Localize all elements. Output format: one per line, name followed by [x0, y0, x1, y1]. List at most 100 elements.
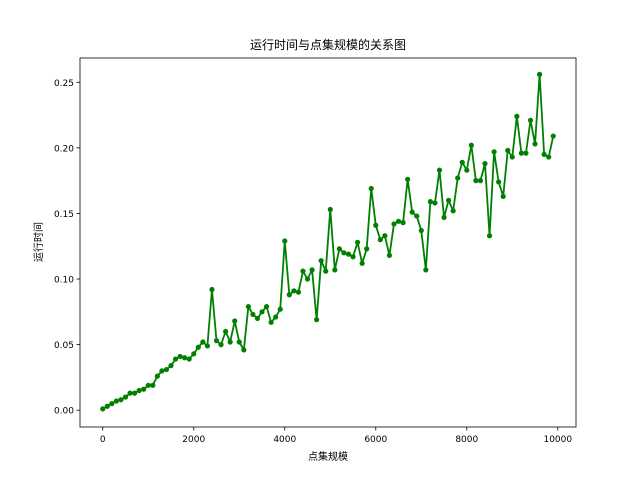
x-tick-label: 2000 [182, 435, 205, 445]
data-point [464, 167, 470, 173]
x-tick-label: 8000 [455, 435, 478, 445]
data-point [218, 342, 224, 348]
data-point [141, 386, 147, 392]
data-point [409, 209, 415, 215]
data-point [295, 289, 302, 295]
data-point [350, 254, 356, 260]
data-point [213, 338, 220, 344]
data-point [132, 390, 138, 396]
data-point [136, 387, 142, 394]
y-axis-label: 运行时间 [32, 222, 45, 262]
data-point [232, 318, 238, 324]
data-point [191, 351, 197, 357]
data-point [436, 167, 443, 173]
data-point [450, 208, 456, 214]
data-point [227, 339, 233, 345]
x-tick-label: 4000 [273, 435, 296, 445]
data-point [273, 314, 279, 320]
data-point [405, 176, 411, 182]
data-point [145, 382, 151, 388]
data-point [304, 276, 311, 282]
x-tick-label: 6000 [364, 435, 387, 445]
data-point [177, 353, 183, 360]
data-point [445, 197, 452, 203]
data-point [118, 397, 124, 403]
data-point [395, 218, 402, 224]
data-point [377, 237, 383, 243]
data-point [354, 239, 361, 245]
data-point [159, 368, 165, 374]
data-point [268, 319, 274, 325]
data-point [500, 193, 506, 199]
data-point [323, 268, 329, 274]
data-point [364, 246, 370, 252]
data-point [341, 250, 347, 256]
chart-title: 运行时间与点集规模的关系图 [250, 37, 406, 52]
data-point [263, 303, 270, 310]
data-point [163, 366, 170, 373]
data-point [300, 268, 306, 274]
data-point [550, 133, 556, 139]
data-point [486, 233, 493, 239]
plot-frame [79, 57, 577, 428]
data-point [314, 317, 320, 323]
data-point [532, 141, 538, 147]
data-point [418, 227, 424, 234]
data-point [391, 221, 397, 227]
data-point [154, 373, 160, 379]
data-point [368, 185, 374, 192]
data-point [100, 406, 106, 412]
data-point [518, 150, 524, 156]
data-point [441, 214, 447, 220]
data-point [127, 390, 133, 396]
data-point [204, 343, 211, 349]
data-point [209, 286, 215, 293]
data-point [537, 71, 543, 77]
data-point [477, 178, 484, 184]
y-tick-label: 0.05 [54, 341, 74, 351]
data-point [527, 117, 534, 123]
data-point [386, 252, 393, 259]
data-point [455, 175, 461, 181]
data-point [254, 315, 261, 321]
data-point [332, 267, 338, 273]
data-point [546, 154, 552, 160]
data-point [259, 309, 265, 315]
data-point [286, 292, 292, 298]
data-point [505, 147, 511, 154]
data-point [496, 179, 502, 185]
data-point [514, 113, 520, 119]
y-tick-label: 0.20 [54, 144, 74, 154]
data-point [309, 267, 315, 273]
data-point [236, 339, 242, 345]
data-point [250, 311, 256, 318]
data-point [223, 328, 229, 335]
data-point [468, 142, 474, 148]
y-tick-label: 0.25 [54, 79, 74, 89]
data-point [172, 356, 179, 362]
data-point [359, 260, 365, 266]
data-point [245, 303, 251, 310]
data-point [382, 233, 388, 239]
data-point [122, 394, 129, 400]
data-point [318, 258, 324, 264]
data-point [523, 150, 529, 156]
data-point [345, 251, 352, 257]
data-point [241, 347, 247, 353]
data-point [195, 344, 201, 350]
data-point [373, 222, 379, 228]
data-point [291, 288, 297, 294]
x-axis-label: 点集规模 [308, 450, 348, 463]
data-point [432, 200, 438, 206]
data-point [491, 149, 497, 155]
data-point [186, 356, 192, 362]
data-point [482, 161, 488, 167]
data-point [459, 159, 465, 165]
data-point [414, 213, 420, 219]
data-point [168, 363, 174, 369]
data-point [200, 339, 206, 345]
y-tick-label: 0.10 [54, 276, 74, 286]
